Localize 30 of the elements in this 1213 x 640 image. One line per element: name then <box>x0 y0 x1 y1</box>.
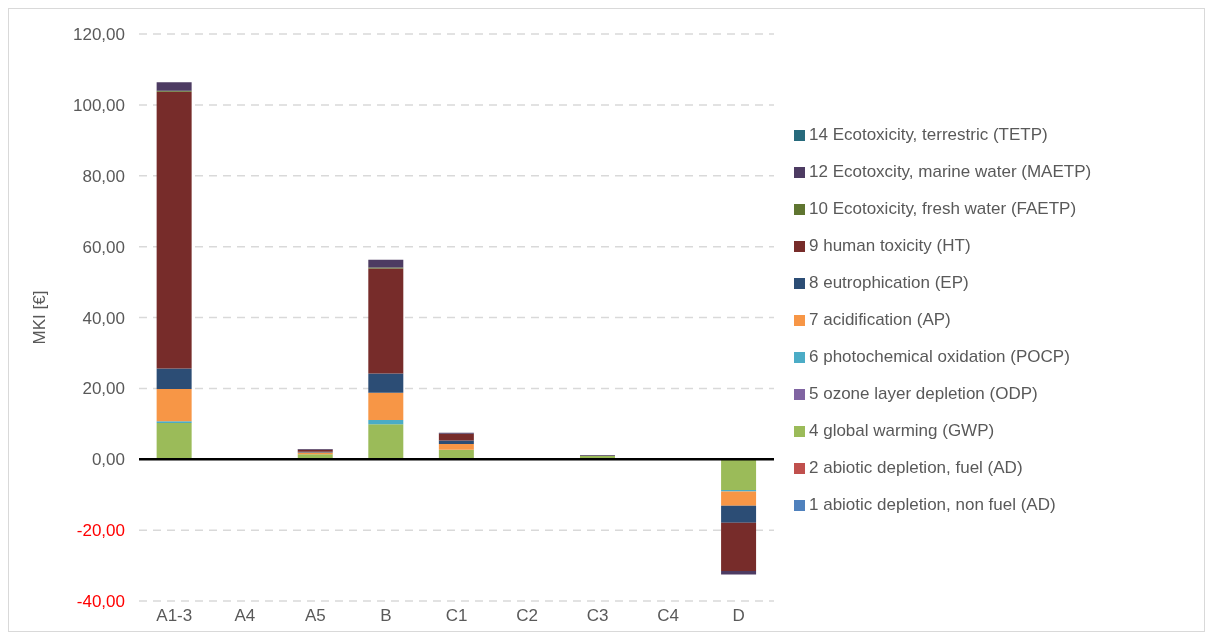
y-tick-label: -20,00 <box>76 521 125 541</box>
x-tick-label: A4 <box>234 606 256 626</box>
legend-label: 14 Ecotoxicity, terrestric (TETP) <box>809 125 1048 145</box>
legend-label: 2 abiotic depletion, fuel (AD) <box>809 458 1023 478</box>
legend-label: 9 human toxicity (HT) <box>809 236 971 256</box>
legend-label: 5 ozone layer depletion (ODP) <box>809 384 1038 404</box>
x-tick-label: C2 <box>516 606 538 626</box>
y-tick-label: 80,00 <box>82 166 125 186</box>
y-tick-label: 120,00 <box>73 25 125 44</box>
y-axis-title: MKI [€] <box>30 290 50 345</box>
legend-label: 1 abiotic depletion, non fuel (AD) <box>809 495 1056 515</box>
y-tick-label: 0,00 <box>91 450 125 470</box>
y-tick-label: 60,00 <box>82 237 125 257</box>
legend-label: 7 acidification (AP) <box>809 310 951 330</box>
y-tick-label: 20,00 <box>82 379 125 399</box>
x-tick-label: A1-3 <box>156 606 193 626</box>
y-tick-label: 100,00 <box>73 95 125 115</box>
x-tick-label: C4 <box>657 606 680 626</box>
legend-label: 8 eutrophication (EP) <box>809 273 969 293</box>
y-tick-label: 40,00 <box>82 308 125 328</box>
legend-label: 10 Ecotoxicity, fresh water (FAETP) <box>809 199 1077 219</box>
x-tick-label: C3 <box>586 606 609 626</box>
legend-label: 4 global warming (GWP) <box>809 421 995 441</box>
legend-label: 12 Ecotoxcity, marine water (MAETP) <box>809 162 1092 182</box>
y-tick-label: -40,00 <box>76 592 125 611</box>
x-tick-label: B <box>380 606 392 626</box>
x-tick-label: D <box>732 606 745 626</box>
x-tick-label: A5 <box>304 606 326 626</box>
x-tick-label: C1 <box>445 606 468 626</box>
legend-label: 6 photochemical oxidation (POCP) <box>809 347 1070 367</box>
